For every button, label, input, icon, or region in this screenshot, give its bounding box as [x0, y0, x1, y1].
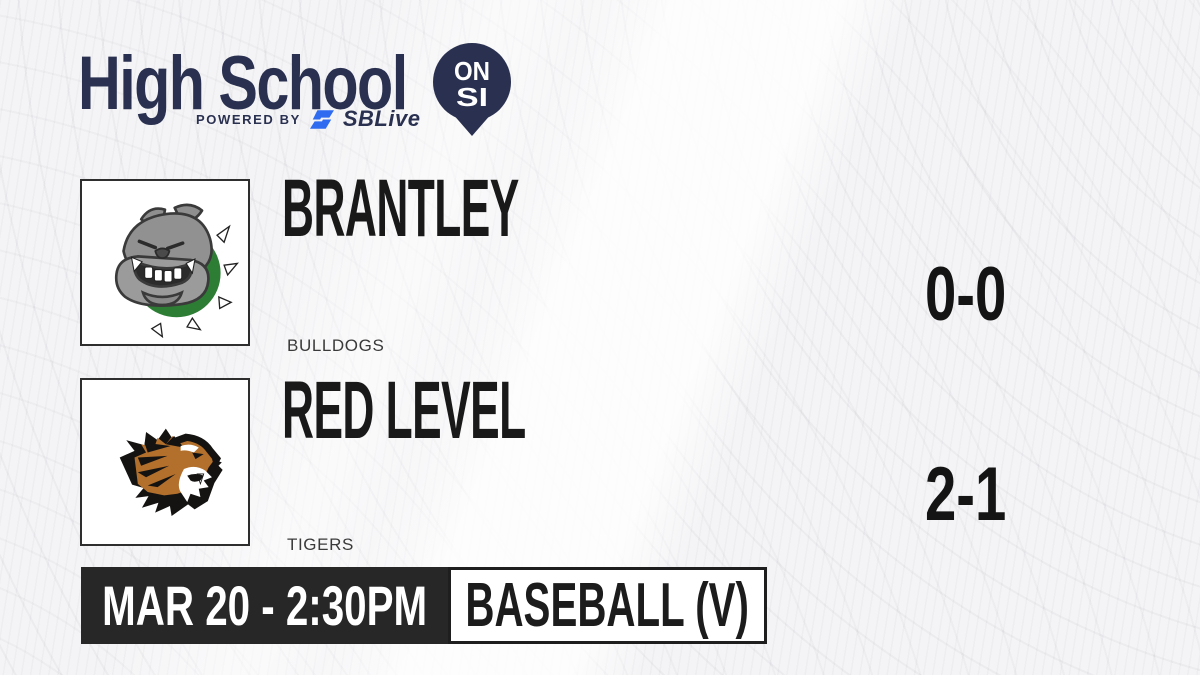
- team2-record: 2-1: [925, 452, 1007, 537]
- team1-record: 0-0: [925, 252, 1007, 337]
- game-datetime-text: MAR 20 - 2:30PM: [102, 573, 427, 637]
- team1-logo-box: [80, 179, 250, 346]
- bulldog-logo-icon: [90, 188, 240, 338]
- team1-mascot: BULLDOGS: [287, 336, 385, 355]
- sblive-wordmark: SBLive: [342, 106, 421, 131]
- pin-text-on: ON: [454, 56, 490, 86]
- powered-by-label: POWERED BY: [196, 111, 301, 127]
- team1-name: BRANTLEY: [282, 163, 519, 254]
- brand-title: High School: [78, 40, 499, 127]
- team2-name: RED LEVEL: [282, 365, 526, 456]
- game-event-text: BASEBALL (V): [465, 570, 750, 640]
- powered-by-lockup: POWERED BY SBLive: [196, 106, 420, 132]
- tiger-logo-icon: [95, 393, 235, 531]
- team2-logo-box: [80, 378, 250, 546]
- brand-title-text: High School: [78, 41, 408, 126]
- on-si-pin-icon: ON SI: [432, 43, 512, 142]
- game-event-badge: BASEBALL (V): [448, 567, 767, 644]
- team2-mascot: TIGERS: [287, 535, 354, 554]
- sblive-bolt-icon: [309, 109, 334, 129]
- pin-text-si: SI: [456, 82, 488, 112]
- game-datetime-badge: MAR 20 - 2:30PM: [81, 567, 448, 644]
